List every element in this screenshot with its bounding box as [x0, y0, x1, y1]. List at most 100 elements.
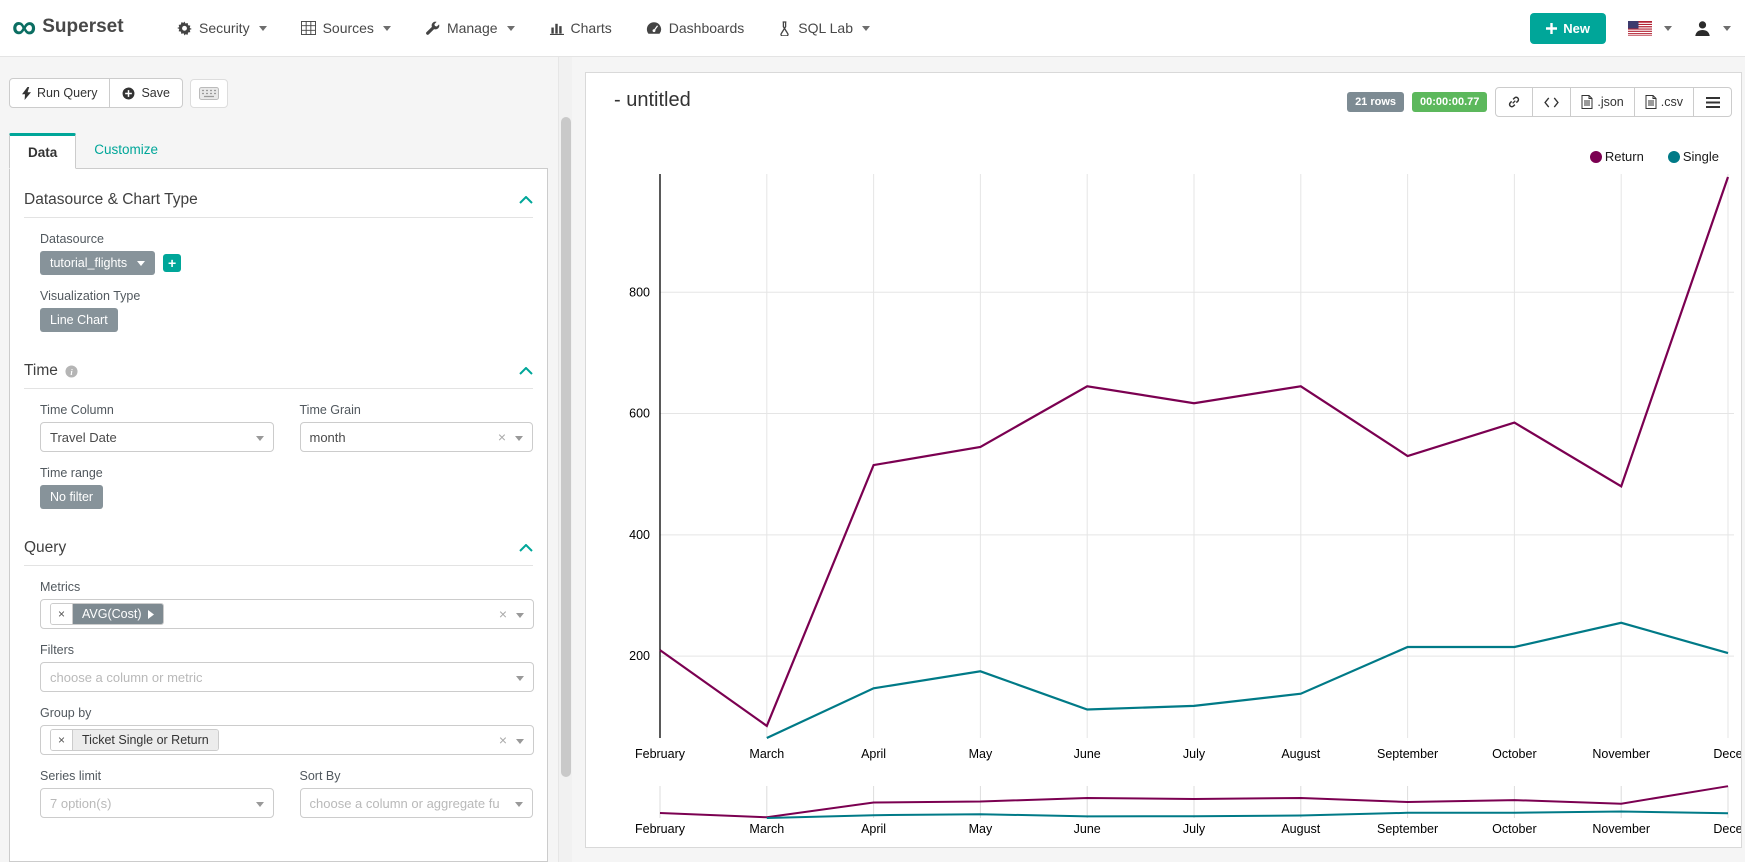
metric-tag[interactable]: AVG(Cost) [73, 604, 163, 624]
panel-tabs: Data Customize [9, 133, 548, 169]
superset-logo-icon: ∞ [12, 8, 36, 46]
chevron-down-icon [382, 25, 391, 31]
metrics-label: Metrics [40, 580, 81, 594]
remove-metric-icon[interactable]: × [51, 604, 74, 624]
x-tick-label: April [861, 747, 886, 761]
brush-x-label: August [1281, 822, 1320, 836]
query-timer-badge: 00:00:00.77 [1412, 92, 1488, 112]
clear-icon[interactable]: × [498, 732, 507, 748]
legend-dot-icon [1667, 150, 1680, 163]
chevron-up-icon[interactable] [519, 544, 533, 552]
tab-customize[interactable]: Customize [94, 142, 159, 157]
chart-card: - untitled 21 rows 00:00:00.77 .json .cs… [585, 72, 1742, 848]
brand[interactable]: ∞ Superset [12, 9, 124, 45]
panel-scrollbar[interactable] [558, 57, 572, 862]
tab-data[interactable]: Data [9, 133, 77, 169]
legend-dot-icon [1589, 150, 1602, 163]
y-tick-label: 600 [629, 407, 650, 421]
file-icon [1645, 95, 1657, 109]
nav-item-charts[interactable]: Charts [532, 0, 629, 56]
save-button[interactable]: Save [110, 78, 183, 108]
y-tick-label: 200 [629, 649, 650, 663]
chart-title[interactable]: - untitled [614, 89, 691, 111]
line-chart[interactable]: 200 400 600 800 February March April May June Jul… [586, 73, 1741, 847]
nav-item-security[interactable]: Security [160, 0, 284, 56]
x-tick-label: November [1592, 747, 1650, 761]
user-menu[interactable] [1694, 20, 1731, 37]
group-by-select[interactable]: × Ticket Single or Return × [40, 725, 534, 755]
clear-icon[interactable]: × [498, 606, 507, 622]
remove-group-by-icon[interactable]: × [51, 730, 74, 750]
time-grain-label: Time Grain [299, 403, 361, 417]
query-toolbar: Run Query Save [9, 78, 228, 108]
brush-line-return[interactable] [659, 785, 1729, 819]
chevron-down-icon [1664, 25, 1672, 31]
nav-item-sources[interactable]: Sources [284, 0, 408, 56]
chevron-up-icon[interactable] [519, 196, 533, 204]
section-datasource-chart-type: Datasource & Chart Type Datasource tutor… [24, 191, 533, 332]
x-tick-label: June [1074, 747, 1101, 761]
section-title: Datasource & Chart Type [24, 191, 198, 208]
nav-item-sql-lab[interactable]: SQL Lab [761, 0, 887, 56]
bolt-icon [22, 86, 31, 100]
x-tick-label: Dece [1713, 747, 1741, 761]
code-icon [1544, 96, 1560, 108]
y-tick-label: 400 [629, 528, 650, 542]
us-flag-icon [1628, 20, 1652, 36]
x-tick-label: May [969, 747, 993, 761]
nav-item-label: SQL Lab [798, 20, 854, 36]
series-line-return[interactable] [659, 176, 1730, 728]
language-selector[interactable] [1628, 20, 1672, 36]
time-grain-select[interactable]: month × [299, 422, 533, 452]
chevron-down-icon [516, 613, 524, 618]
brand-title: Superset [42, 16, 124, 37]
explore-control-panel: Run Query Save Data Customize Datasource… [0, 57, 557, 862]
series-limit-label: Series limit [40, 769, 102, 783]
x-tick-label: August [1281, 747, 1320, 761]
user-icon [1695, 20, 1710, 36]
svg-text:i: i [70, 367, 73, 376]
brush-line-single[interactable] [766, 810, 1729, 819]
chevron-down-icon [255, 802, 264, 807]
series-limit-select[interactable]: 7 option(s) [40, 788, 274, 818]
time-column-select[interactable]: Travel Date [40, 422, 274, 452]
chart-menu-button[interactable] [1694, 87, 1732, 117]
time-range-button[interactable]: No filter [40, 485, 104, 509]
chevron-down-icon [862, 25, 871, 31]
filters-label: Filters [40, 643, 75, 657]
export-csv-button[interactable]: .csv [1634, 87, 1694, 117]
caret-right-icon [147, 609, 154, 619]
legend-item-return[interactable]: Return [1589, 149, 1644, 164]
filters-select[interactable]: choose a column or metric [40, 662, 534, 692]
viz-type-label: Visualization Type [40, 289, 141, 303]
sort-by-select[interactable]: choose a column or aggregate fu [299, 788, 533, 818]
export-json-button[interactable]: .json [1571, 87, 1635, 117]
add-datasource-icon[interactable]: + [163, 253, 182, 272]
new-button[interactable]: New [1530, 12, 1606, 44]
brush-x-label: September [1377, 822, 1438, 836]
chart-header-controls: 21 rows 00:00:00.77 .json .csv [1347, 87, 1732, 117]
chevron-down-icon [1723, 25, 1731, 31]
nav-item-manage[interactable]: Manage [408, 0, 532, 56]
nav-item-label: Manage [446, 20, 498, 36]
series-line-single[interactable] [766, 621, 1729, 739]
scrollbar-thumb[interactable] [561, 117, 571, 777]
x-tick-label: October [1492, 747, 1536, 761]
nav-item-dashboards[interactable]: Dashboards [629, 0, 762, 56]
chevron-up-icon[interactable] [519, 367, 533, 375]
datasource-button[interactable]: tutorial_flights [40, 251, 156, 275]
run-query-button[interactable]: Run Query [9, 78, 111, 108]
keyboard-shortcuts-button[interactable] [189, 78, 228, 108]
metrics-select[interactable]: × AVG(Cost) × [40, 599, 534, 629]
share-link-button[interactable] [1495, 87, 1534, 117]
wrench-icon [425, 21, 440, 36]
viz-type-button[interactable]: Line Chart [40, 308, 118, 332]
clear-icon[interactable]: × [497, 429, 506, 445]
brush-x-label: March [749, 822, 784, 836]
legend-item-single[interactable]: Single [1667, 149, 1719, 164]
view-query-button[interactable] [1533, 87, 1572, 117]
section-title: Query [24, 539, 67, 556]
nav-item-label: Sources [322, 20, 374, 36]
group-by-tag[interactable]: Ticket Single or Return [73, 730, 218, 750]
nav-item-label: Charts [570, 20, 612, 36]
